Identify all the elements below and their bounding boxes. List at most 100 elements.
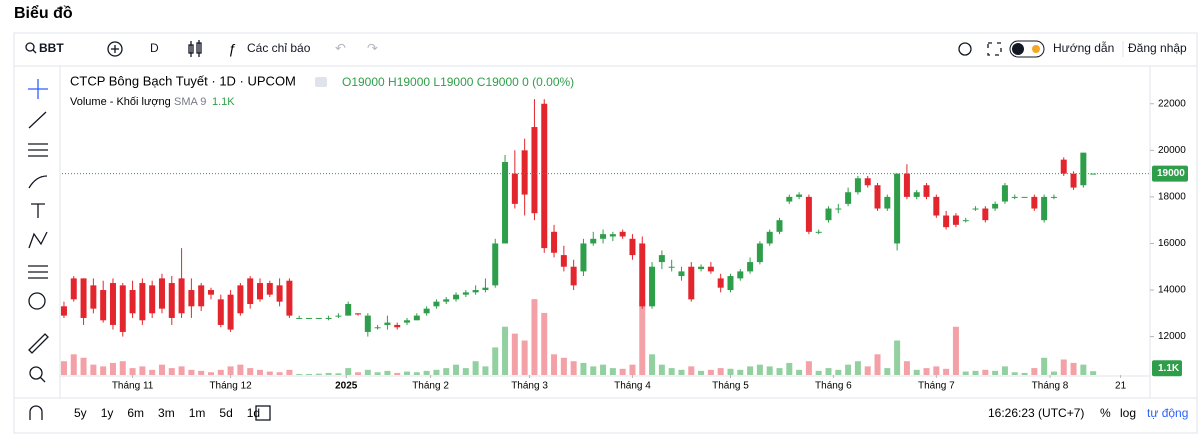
volume-bar <box>1031 368 1038 375</box>
candle-body <box>462 292 469 295</box>
candle-body <box>766 231 773 244</box>
candle-body <box>845 192 852 204</box>
candle-body <box>1090 173 1097 175</box>
candle-body <box>482 287 489 291</box>
volume-bar <box>717 368 724 375</box>
y-tick-label: 22000 <box>1158 98 1186 109</box>
range-button[interactable]: 1y <box>101 406 114 420</box>
candle-body <box>1001 185 1008 202</box>
candle-body <box>443 299 450 302</box>
volume-bar <box>923 368 930 375</box>
range-button[interactable]: 1d <box>247 406 260 420</box>
volume-bar <box>678 369 685 375</box>
fullscreen[interactable] <box>987 42 1002 56</box>
volume-bar <box>296 373 303 375</box>
candle-body <box>551 231 558 253</box>
footer: 16:26:23 (UTC+7) % log tự động 5y 1y 6m 3m 1… <box>74 405 1188 421</box>
candle-body <box>119 285 126 332</box>
volume-bar <box>727 368 734 375</box>
candle-body <box>747 262 754 272</box>
drawing-tools[interactable] <box>28 79 49 420</box>
volume-bar <box>698 370 705 375</box>
candle-body <box>227 294 234 330</box>
candle-body <box>560 255 567 267</box>
volume-title: Volume - Khối lượng <box>70 96 171 108</box>
candle-body <box>90 285 97 309</box>
volume-bar <box>1090 371 1097 375</box>
candle-body <box>256 283 263 300</box>
volume-bar <box>1001 366 1008 375</box>
date-range-icon[interactable] <box>255 405 271 421</box>
redo[interactable]: ↷ <box>367 40 378 55</box>
volume-bar <box>962 371 969 375</box>
candle-body <box>325 317 332 319</box>
log[interactable]: log <box>1120 406 1136 420</box>
x-tick-label: Tháng 7 <box>918 381 955 392</box>
volume-bar <box>286 369 293 375</box>
candle-body <box>570 266 577 286</box>
volume-bar <box>560 357 567 375</box>
undo[interactable]: ↶ <box>335 40 346 55</box>
candle-body <box>1060 159 1067 174</box>
symbol[interactable]: BBT <box>39 41 64 55</box>
frame <box>13 32 1198 434</box>
login[interactable]: Đăng nhập <box>1128 41 1187 55</box>
candle-icon[interactable] <box>188 40 202 57</box>
candle-body <box>158 278 165 309</box>
volume-bar <box>874 354 881 375</box>
volume-bar <box>100 366 107 375</box>
candle-body <box>129 290 136 314</box>
volume-bar <box>256 369 263 375</box>
add-icon[interactable] <box>107 41 123 57</box>
candle-body <box>805 196 812 232</box>
candle-body <box>217 299 224 325</box>
candle-body <box>1031 196 1038 209</box>
x-tick-label: 2025 <box>335 381 358 392</box>
guide[interactable]: Hướng dẫn <box>1053 40 1114 55</box>
range-button[interactable]: 5y <box>74 406 87 420</box>
candle-body <box>296 317 303 319</box>
range-button[interactable]: 5d <box>219 406 232 420</box>
candle-body <box>737 271 744 279</box>
volume-bar <box>649 354 656 375</box>
interval[interactable]: D <box>150 41 159 55</box>
volume-bar <box>188 369 195 375</box>
volume-bar <box>580 362 587 375</box>
last-price-badge <box>1152 165 1188 182</box>
volume-bar <box>796 369 803 375</box>
candle-body <box>139 283 146 321</box>
volume-bar <box>894 340 901 375</box>
range-button[interactable]: 1m <box>189 406 206 420</box>
candle-body <box>511 173 518 204</box>
candle-body <box>306 317 313 319</box>
volume-bar <box>453 364 460 375</box>
volume-bar <box>531 299 538 375</box>
volume-bar <box>139 366 146 375</box>
range-button[interactable]: 6m <box>127 406 144 420</box>
candle-body <box>531 127 538 214</box>
volume-bar <box>404 371 411 375</box>
candle-body <box>1011 196 1018 198</box>
candle-body <box>1070 173 1077 188</box>
candle-body <box>658 255 665 263</box>
volume-bar <box>384 370 391 375</box>
candle-body <box>286 280 293 316</box>
indicators[interactable]: Các chỉ báo <box>247 41 311 55</box>
volume-bar <box>845 364 852 375</box>
settings[interactable] <box>958 42 972 56</box>
volume-bar <box>325 372 332 375</box>
volume-bar <box>884 368 891 375</box>
volume-bar <box>129 368 136 375</box>
candle-body <box>835 208 842 210</box>
range-button[interactable]: 3m <box>158 406 175 420</box>
percent[interactable]: % <box>1100 406 1111 420</box>
auto[interactable]: tự động <box>1147 406 1188 420</box>
chart-title: CTCP Bông Bạch Tuyết · 1D · UPCOM <box>70 73 296 88</box>
volume-bar <box>237 364 244 375</box>
candle-body <box>433 301 440 307</box>
volume-bar <box>413 372 420 375</box>
x-tick-label: Tháng 5 <box>712 381 749 392</box>
volume-label: 1.1K <box>1158 363 1180 374</box>
candle-body <box>364 315 371 332</box>
volume-bar <box>972 370 979 375</box>
